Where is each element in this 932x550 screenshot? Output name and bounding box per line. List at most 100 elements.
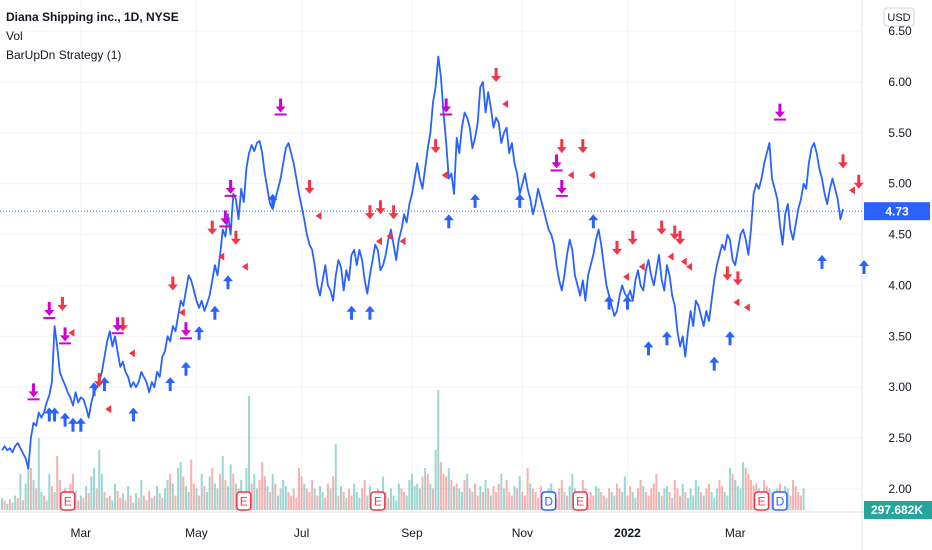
volume-bar [639, 480, 642, 510]
volume-bar [615, 483, 618, 510]
sell-entry-marker [743, 303, 750, 312]
buy-signal-arrow [643, 341, 654, 356]
volume-bar [744, 468, 747, 510]
volume-bar [405, 495, 408, 510]
volume-bar [689, 488, 692, 510]
volume-bar [313, 488, 316, 510]
close-signal-arrow [112, 317, 123, 332]
volume-bar [739, 488, 742, 510]
volume-bar [568, 486, 571, 510]
volume-bar [681, 483, 684, 510]
sell-entry-marker [68, 328, 75, 337]
close-signal-bar [274, 113, 287, 116]
volume-bar [261, 462, 264, 510]
volume-bar [85, 486, 88, 510]
sell-entry-marker [441, 171, 448, 180]
volume-bar [124, 500, 127, 510]
volume-legend[interactable]: Vol [6, 29, 23, 43]
volume-bar [279, 488, 282, 510]
volume-bar [156, 486, 159, 510]
volume-bar [673, 480, 676, 510]
volume-bar [216, 488, 219, 510]
volume-bar [116, 490, 119, 510]
volume-bar [495, 492, 498, 510]
volume-bar [142, 495, 145, 510]
volume-bar [587, 498, 590, 510]
sell-signal-arrow [94, 373, 105, 388]
buy-signal-arrow [859, 260, 870, 274]
volume-bar [479, 486, 482, 510]
legend: Diana Shipping inc., 1D, NYSE Vol BarUpD… [6, 8, 179, 65]
volume-bar [224, 480, 227, 510]
symbol-title[interactable]: Diana Shipping inc., 1D, NYSE [6, 10, 179, 24]
volume-bar [334, 444, 337, 510]
dividend-marker [772, 491, 788, 511]
volume-bar [644, 492, 647, 510]
volume-bar [269, 492, 272, 510]
volume-bar [295, 498, 298, 510]
volume-bar [19, 474, 22, 510]
volume-bar [537, 498, 540, 510]
buy-signal-arrow [128, 407, 139, 422]
sell-signal-arrow [230, 230, 241, 245]
volume-bar [710, 492, 713, 510]
volume-bar [100, 474, 103, 510]
close-signal-bar [219, 225, 232, 228]
volume-bar [802, 488, 805, 510]
time-tick-label: Nov [512, 526, 533, 540]
volume-bar [500, 474, 503, 510]
close-signal-bar [111, 332, 124, 335]
volume-bar [32, 480, 35, 510]
volume-bar [221, 456, 224, 510]
volume-bar [728, 468, 732, 510]
sell-entry-marker [375, 237, 382, 246]
volume-bar [248, 396, 251, 510]
volume-bar [752, 486, 755, 510]
close-signal-arrow [556, 179, 567, 194]
volume-bar [387, 498, 390, 510]
buy-signal-arrow [709, 356, 720, 371]
buy-signal-arrow [588, 214, 599, 229]
volume-bar [127, 486, 130, 510]
buy-signal-arrow [514, 193, 525, 208]
volume-bar [292, 488, 295, 510]
volume-bar [750, 480, 753, 510]
volume-bar [705, 488, 708, 510]
volume-bar [145, 500, 148, 510]
volume-bar [642, 486, 645, 510]
volume-bar [11, 502, 14, 510]
dividend-marker-label: D [544, 495, 553, 509]
volume-bar [229, 464, 232, 510]
volume-bar [718, 480, 721, 510]
sell-entry-marker [849, 186, 855, 195]
close-signal-bar [179, 337, 192, 340]
volume-bar [626, 495, 629, 510]
sell-entry-marker [680, 257, 687, 266]
volume-bar [58, 480, 61, 510]
volume-bar [347, 488, 350, 510]
buy-signal-arrow [60, 412, 71, 427]
volume-bar [253, 474, 256, 510]
volume-bar [692, 495, 695, 510]
close-signal-bar [550, 169, 563, 172]
volume-bar [258, 480, 261, 510]
sell-signal-arrow [627, 230, 638, 245]
volume-bar [103, 492, 106, 510]
sell-entry-marker [178, 308, 185, 317]
buy-signal-arrow [604, 295, 615, 310]
sell-signal-arrow [207, 220, 218, 235]
volume-bar [510, 495, 513, 510]
volume-bar [723, 492, 726, 510]
volume-bar [529, 483, 532, 510]
strategy-legend[interactable]: BarUpDn Strategy (1) [6, 48, 122, 62]
volume-bar [618, 488, 621, 510]
buy-signal-arrow [267, 193, 278, 208]
volume-bar [27, 462, 30, 510]
volume-bar [600, 492, 603, 510]
sell-entry-marker [733, 298, 740, 307]
time-tick-label: May [185, 526, 208, 540]
close-signal-bar [27, 398, 40, 401]
volume-bar [484, 480, 487, 510]
